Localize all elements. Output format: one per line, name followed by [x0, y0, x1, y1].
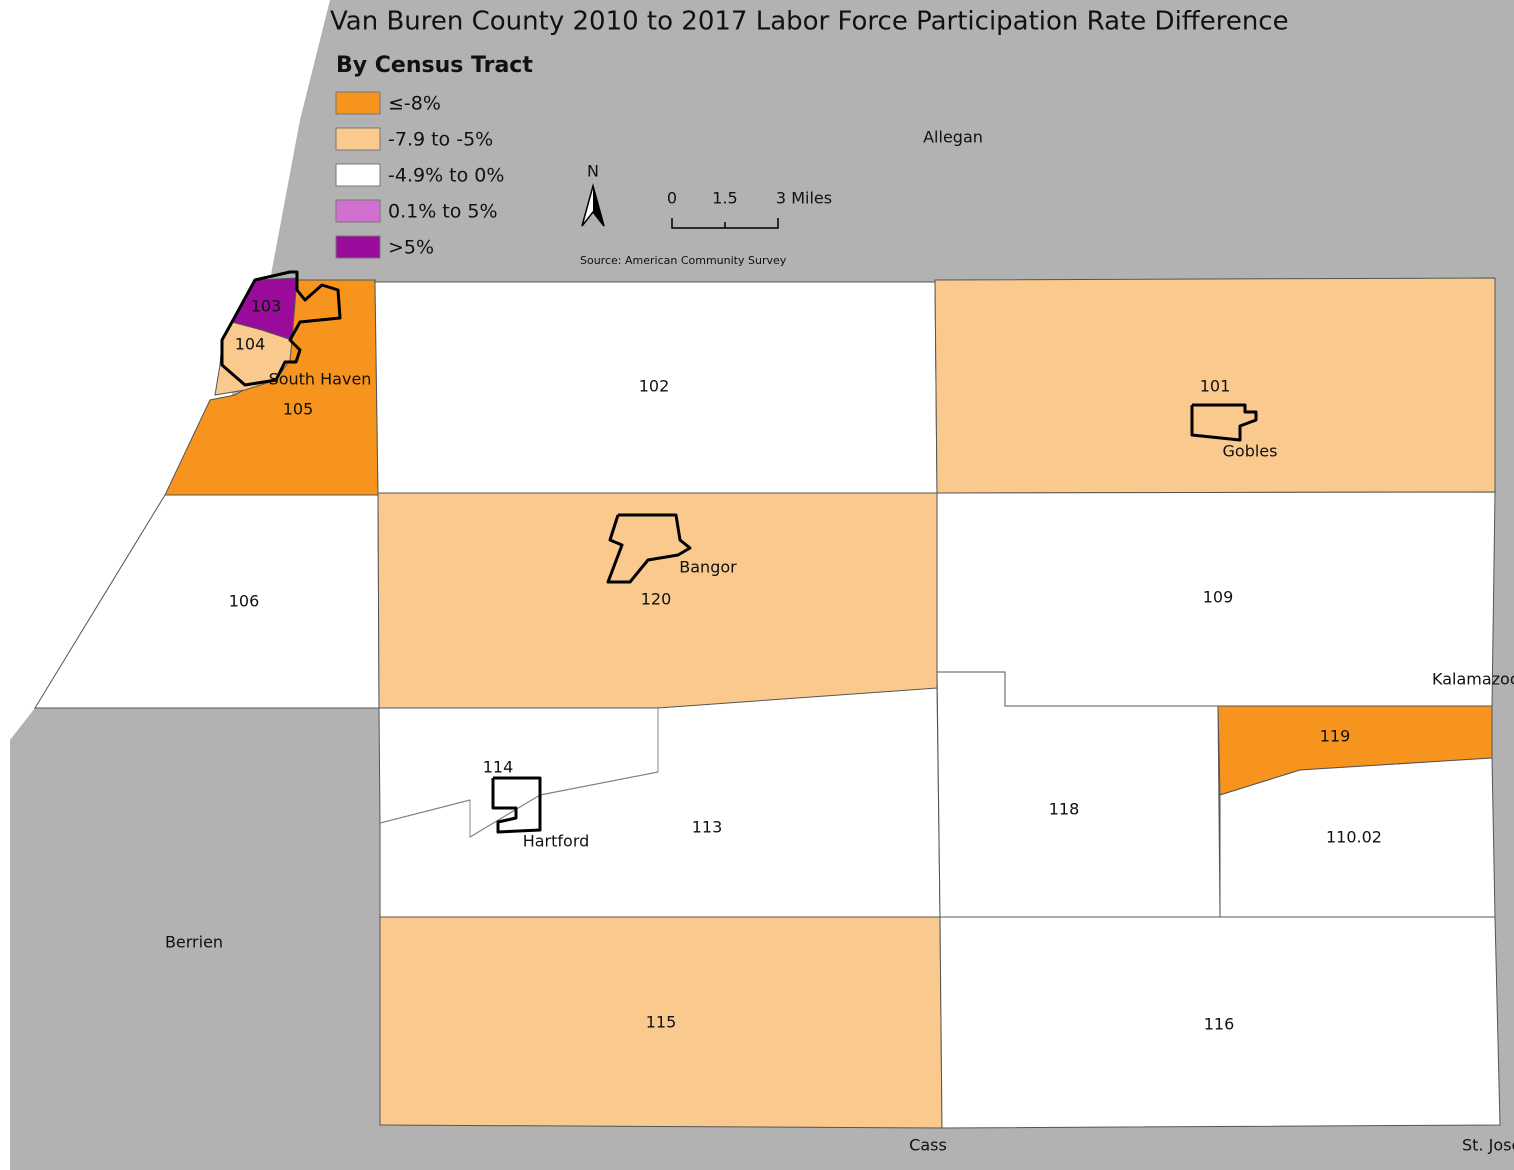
scale-label: 0	[667, 189, 677, 208]
tract-label: 105	[283, 400, 314, 419]
county-label: St. Joseph	[1462, 1136, 1514, 1155]
city-outline	[606, 513, 692, 584]
legend-label: ≤-8%	[388, 93, 441, 115]
scale-label: 3 Miles	[776, 189, 832, 208]
tract-label: 110.02	[1326, 828, 1382, 847]
county-label: Kalamazoo	[1432, 670, 1514, 689]
county-label: Berrien	[165, 933, 223, 952]
legend-label: >5%	[388, 237, 434, 259]
tract-label: 106	[229, 592, 260, 611]
tract-label: 120	[641, 590, 672, 609]
tract-label: 118	[1049, 800, 1080, 819]
scale-label: 1.5	[712, 189, 737, 208]
north-label: N	[587, 162, 599, 181]
tract-label: 109	[1203, 588, 1234, 607]
legend-label: -4.9% to 0%	[388, 165, 504, 187]
legend-swatch	[335, 127, 381, 151]
legend-swatch	[335, 199, 381, 223]
legend-swatch	[335, 163, 381, 187]
place-label: Bangor	[679, 558, 737, 577]
tract-label: 119	[1320, 727, 1351, 746]
county-label: Allegan	[923, 128, 983, 147]
map-title: Van Buren County 2010 to 2017 Labor Forc…	[330, 7, 1289, 37]
tract-label: 116	[1204, 1015, 1235, 1034]
tract	[939, 916, 1501, 1129]
tract-label: 113	[692, 818, 723, 837]
legend-label: 0.1% to 5%	[388, 201, 498, 223]
place-label: Gobles	[1223, 442, 1278, 461]
legend-swatch	[335, 91, 381, 115]
place-label: South Haven	[269, 370, 372, 389]
tracts	[34, 277, 1501, 1129]
source: Source: American Community Survey	[580, 254, 787, 267]
north-arrow	[593, 186, 604, 226]
place-label: Hartford	[523, 832, 590, 851]
tract-label: 102	[639, 377, 670, 396]
tract	[1219, 757, 1496, 918]
tract-label: 104	[235, 335, 266, 354]
tract-label: 101	[1200, 377, 1231, 396]
legend: ≤-8% -7.9 to -5% -4.9% to 0% 0.1% to 5% >5%	[335, 91, 504, 259]
tract-label: 114	[483, 758, 514, 777]
map-subtitle: By Census Tract	[336, 53, 533, 78]
county-label: Cass	[909, 1136, 947, 1155]
tract	[936, 671, 1221, 918]
legend-label: -7.9 to -5%	[388, 129, 493, 151]
tract-boundary	[379, 708, 659, 838]
city-outline	[491, 776, 542, 834]
tract-label: 115	[646, 1013, 677, 1032]
city-outline	[1190, 403, 1258, 442]
city-outline	[220, 270, 342, 387]
legend-swatch	[335, 235, 381, 259]
tract-label: 103	[251, 297, 282, 316]
